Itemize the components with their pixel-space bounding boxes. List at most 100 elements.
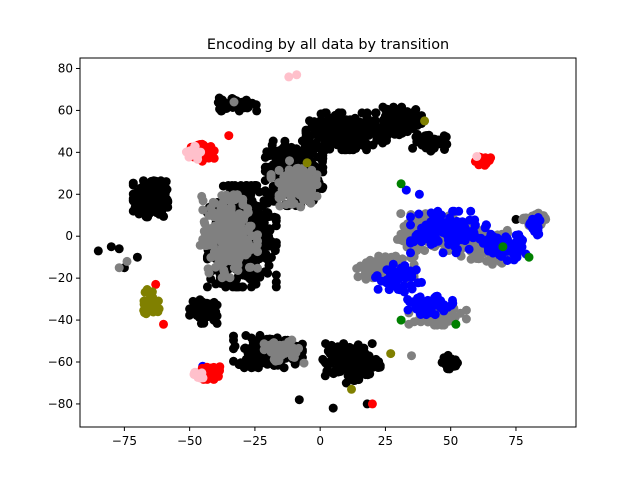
scatter-point-series-0 — [346, 358, 356, 367]
scatter-point-series-1 — [211, 262, 221, 272]
scatter-point-series-2 — [373, 284, 383, 294]
scatter-point-series-0 — [209, 308, 219, 318]
scatter-point-series-6 — [396, 315, 406, 325]
scatter-point-series-2 — [424, 222, 434, 232]
scatter-point-series-1 — [278, 187, 288, 197]
scatter-point-series-0 — [271, 213, 281, 223]
scatter-point-series-1 — [223, 195, 233, 205]
scatter-point-series-0 — [114, 244, 124, 254]
chart-title: Encoding by all data by transition — [207, 37, 449, 53]
scatter-point-series-0 — [318, 163, 328, 173]
scatter-point-series-2 — [439, 306, 449, 316]
scatter-point-series-5 — [302, 158, 312, 168]
scatter-point-series-0 — [268, 136, 278, 146]
scatter-point-series-2 — [411, 231, 421, 241]
scatter-point-series-1 — [208, 197, 218, 207]
scatter-point-series-2 — [452, 234, 462, 244]
scatter-point-series-0 — [392, 125, 402, 135]
scatter-point-series-0 — [198, 312, 208, 322]
scatter-point-series-0 — [375, 361, 385, 371]
scatter-point-series-0 — [271, 221, 281, 231]
scatter-point-series-0 — [334, 108, 344, 118]
scatter-point-series-1 — [210, 208, 219, 218]
scatter-point-series-0 — [320, 108, 330, 118]
scatter-point-series-0 — [252, 211, 262, 221]
scatter-point-series-1 — [216, 221, 226, 230]
scatter-point-series-1 — [203, 264, 213, 274]
scatter-point-series-2 — [438, 248, 448, 258]
y-tick-label: 40 — [58, 145, 73, 159]
scatter-point-series-1 — [396, 235, 405, 245]
scatter-point-series-0 — [390, 113, 400, 122]
scatter-point-series-2 — [388, 267, 398, 277]
scatter-point-series-1 — [293, 172, 303, 182]
scatter-point-series-2 — [406, 280, 416, 290]
scatter-point-series-2 — [397, 264, 407, 274]
scatter-point-series-0 — [271, 282, 281, 292]
scatter-point-series-2 — [418, 297, 428, 307]
x-tick-label: 50 — [443, 434, 458, 448]
scatter-point-series-1 — [274, 165, 284, 175]
scatter-point-series-1 — [238, 196, 248, 206]
scatter-point-series-2 — [451, 248, 461, 258]
scatter-point-series-1 — [246, 242, 255, 252]
y-tick-label: −40 — [48, 313, 73, 327]
scatter-point-series-3 — [151, 279, 161, 289]
scatter-point-series-2 — [406, 248, 415, 258]
scatter-point-series-1 — [114, 263, 124, 273]
scatter-point-series-3 — [367, 399, 377, 409]
scatter-point-series-1 — [200, 241, 210, 251]
scatter-point-series-1 — [289, 198, 299, 208]
scatter-points — [93, 70, 551, 413]
scatter-point-series-1 — [217, 191, 227, 200]
scatter-point-series-1 — [275, 201, 285, 211]
scatter-point-series-2 — [497, 251, 506, 261]
scatter-point-series-1 — [299, 193, 309, 203]
scatter-point-series-2 — [514, 230, 524, 240]
scatter-point-series-5 — [386, 349, 396, 359]
y-tick-label: −60 — [48, 355, 73, 369]
scatter-point-series-4 — [292, 70, 302, 80]
scatter-point-series-1 — [306, 192, 316, 202]
scatter-point-series-0 — [352, 369, 362, 378]
scatter-point-series-2 — [464, 244, 474, 254]
scatter-point-series-0 — [320, 138, 330, 148]
scatter-point-series-0 — [348, 347, 358, 357]
scatter-point-series-1 — [482, 256, 492, 266]
scatter-point-series-5 — [144, 300, 154, 310]
scatter-point-series-0 — [321, 121, 331, 131]
scatter-point-series-4 — [189, 370, 199, 379]
axes: −75 −50 −25 0 25 50 75 −80 −60 −40 −20 0 20 40 60 80 — [48, 57, 577, 448]
scatter-point-series-1 — [285, 156, 294, 166]
scatter-point-series-0 — [261, 253, 271, 263]
scatter-point-series-2 — [445, 234, 455, 244]
scatter-point-series-0 — [341, 378, 351, 388]
plot-frame — [79, 57, 577, 428]
scatter-point-series-2 — [372, 271, 382, 281]
scatter-point-series-2 — [383, 276, 393, 285]
scatter-point-series-0 — [359, 137, 369, 147]
scatter-point-series-3 — [484, 156, 494, 165]
scatter-point-series-0 — [371, 108, 380, 118]
scatter-point-series-2 — [457, 217, 467, 227]
scatter-point-series-2 — [436, 296, 446, 306]
scatter-point-series-1 — [225, 273, 235, 283]
scatter-point-series-5 — [153, 307, 163, 317]
y-tick-label: 0 — [65, 229, 73, 243]
scatter-point-series-1 — [232, 190, 242, 200]
scatter-point-series-2 — [388, 259, 398, 269]
scatter-point-series-0 — [267, 145, 277, 155]
scatter-point-series-0 — [301, 126, 311, 136]
scatter-point-series-0 — [139, 185, 149, 195]
scatter-point-series-2 — [468, 229, 478, 239]
scatter-point-series-1 — [218, 201, 228, 211]
scatter-point-series-0 — [397, 107, 407, 117]
scatter-point-series-1 — [220, 208, 230, 218]
scatter-point-series-0 — [279, 363, 289, 373]
scatter-point-series-0 — [294, 395, 304, 405]
scatter-point-series-2 — [437, 226, 446, 236]
scatter-point-series-1 — [224, 228, 234, 238]
scatter-point-series-0 — [247, 363, 256, 373]
scatter-point-series-1 — [198, 205, 208, 215]
